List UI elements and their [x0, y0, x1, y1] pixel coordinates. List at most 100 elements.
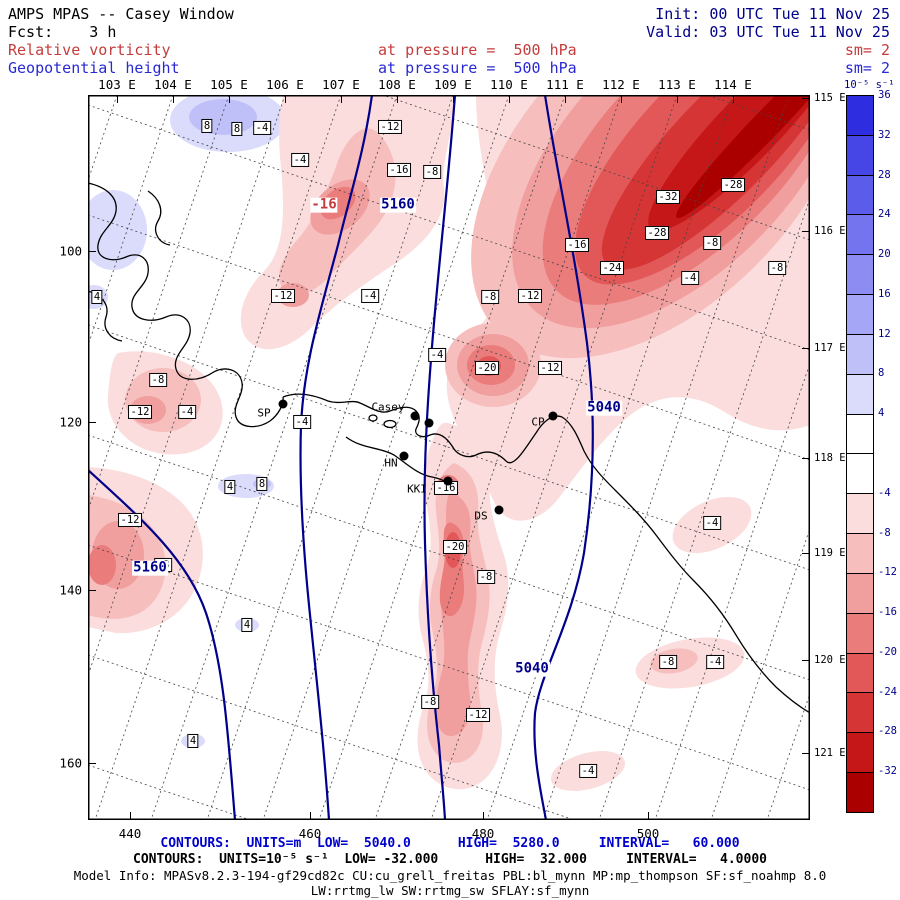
vorticity-contour-box-label: -4	[253, 120, 271, 136]
vorticity-contour-box-label: -16	[565, 237, 589, 253]
init-time: Init: 00 UTC Tue 11 Nov 25	[655, 5, 890, 23]
colorbar-tick-label: -16	[878, 606, 897, 619]
tick-mark-left	[89, 422, 96, 423]
vorticity-contour-box-label: 8	[256, 476, 268, 492]
field2-level: at pressure = 500 hPa	[378, 59, 577, 77]
axis-label-x-bottom: 440	[118, 826, 142, 841]
vorticity-contour-box-label: 8	[201, 118, 213, 134]
colorbar-segment	[847, 254, 873, 295]
colorbar-tick-label: -12	[878, 566, 897, 579]
tick-mark-right	[802, 98, 809, 99]
forecast-hour: Fcst: 3 h	[8, 23, 117, 41]
colorbar-segment	[847, 772, 873, 812]
vorticity-contour-box-label: -28	[645, 225, 669, 241]
tick-mark-top	[733, 96, 734, 103]
axis-label-longitude-top: 104 E	[154, 77, 192, 92]
valid-time: Valid: 03 UTC Tue 11 Nov 25	[646, 23, 890, 41]
vorticity-contour-box-label: -4	[706, 654, 724, 670]
colorbar-tick-label: -8	[878, 526, 891, 539]
vorticity-contour-box-label: 8	[231, 121, 243, 137]
colorbar-segment	[847, 453, 873, 494]
vorticity-contour-box-label: -8	[481, 289, 499, 305]
vorticity-contour-box-label: -8	[659, 654, 677, 670]
station-marker	[494, 505, 504, 515]
coastline-upper-left	[88, 182, 284, 428]
field2-name: Geopotential height	[8, 59, 180, 77]
vorticity-contour-box-label: -4	[291, 152, 309, 168]
axis-label-longitude-top: 106 E	[266, 77, 304, 92]
contour-info-height: CONTOURS: UNITS=m LOW= 5040.0 HIGH= 5280…	[160, 836, 740, 851]
vorticity-contour-box-label: -20	[475, 360, 499, 376]
field1-smoothing: sm= 2	[844, 41, 890, 59]
axis-label-x-bottom: 460	[298, 826, 322, 841]
axis-label-longitude-top: 110 E	[490, 77, 528, 92]
axis-label-longitude-top: 114 E	[714, 77, 752, 92]
vorticity-contour-box-label: -8	[703, 235, 721, 251]
tick-mark-top	[229, 96, 230, 103]
axis-label-longitude-right: 121 E	[814, 747, 846, 759]
coastlines	[88, 182, 810, 714]
vorticity-contour-box-label: -12	[271, 288, 295, 304]
colorbar-tick-label: -32	[878, 765, 897, 778]
vorticity-contour-box-label: -4	[361, 288, 379, 304]
height-contour-label: 5160	[380, 196, 416, 213]
vorticity-contour-box-label: -8	[768, 260, 786, 276]
tick-mark-top	[117, 96, 118, 103]
station-label: SP	[257, 406, 271, 420]
colorbar-segment	[847, 612, 873, 653]
vorticity-contour-box-label: -4	[178, 404, 196, 420]
tick-mark-right	[802, 660, 809, 661]
colorbar-tick-label: 28	[878, 168, 891, 181]
tick-mark-right	[802, 458, 809, 459]
axis-label-longitude-top: 109 E	[434, 77, 472, 92]
colorbar-tick-label: -24	[878, 685, 897, 698]
tick-mark-top	[173, 96, 174, 103]
axis-label-x-bottom: 480	[471, 826, 495, 841]
colorbar-segment	[847, 652, 873, 693]
vorticity-contour-box-label: -12	[518, 288, 542, 304]
axis-label-longitude-top: 108 E	[378, 77, 416, 92]
negative-vorticity-fills	[88, 95, 810, 791]
axis-label-y-left: 140	[59, 582, 82, 598]
axis-label-longitude-top: 105 E	[210, 77, 248, 92]
colorbar	[846, 95, 874, 813]
vorticity-contour-label: -16	[310, 196, 338, 213]
colorbar-segment	[847, 493, 873, 534]
colorbar-segment	[847, 214, 873, 255]
height-contour-label: 5160	[132, 559, 168, 576]
tick-mark-right	[802, 231, 809, 232]
colorbar-segment	[847, 96, 873, 135]
colorbar-tick-label: 32	[878, 128, 891, 141]
axis-label-longitude-top: 111 E	[546, 77, 584, 92]
station-marker	[410, 411, 420, 421]
vorticity-contour-box-label: -32	[656, 189, 680, 205]
coastline-main	[282, 393, 810, 714]
station-marker	[443, 476, 453, 486]
colorbar-tick-label: -4	[878, 486, 891, 499]
vorticity-contour-box-label: 4	[241, 617, 253, 633]
station-marker	[424, 418, 434, 428]
vorticity-contour-box-label: -4	[681, 270, 699, 286]
vorticity-contour-box-label: -8	[423, 164, 441, 180]
field2-smoothing: sm= 2	[844, 59, 890, 77]
tick-mark-top	[677, 96, 678, 103]
station-label: CP	[531, 415, 545, 429]
tick-mark-left	[89, 251, 96, 252]
colorbar-tick-label: 12	[878, 327, 891, 340]
axis-label-x-bottom: 500	[636, 826, 660, 841]
vorticity-contour-box-label: -12	[118, 512, 142, 528]
tick-mark-top	[509, 96, 510, 103]
axis-label-longitude-top: 113 E	[658, 77, 696, 92]
vorticity-contour-box-label: -12	[538, 360, 562, 376]
colorbar-segment	[847, 572, 873, 613]
vorticity-contour-box-label: -4	[703, 515, 721, 531]
tick-mark-right	[802, 348, 809, 349]
vorticity-contour-box-label: -12	[378, 119, 402, 135]
tick-mark-bottom	[483, 812, 484, 819]
vorticity-contour-box-label: -20	[443, 539, 467, 555]
axis-label-longitude-right: 115 E	[814, 92, 846, 104]
colorbar-segment	[847, 294, 873, 334]
vorticity-contour-box-label: -24	[600, 260, 624, 276]
station-marker	[399, 451, 409, 461]
